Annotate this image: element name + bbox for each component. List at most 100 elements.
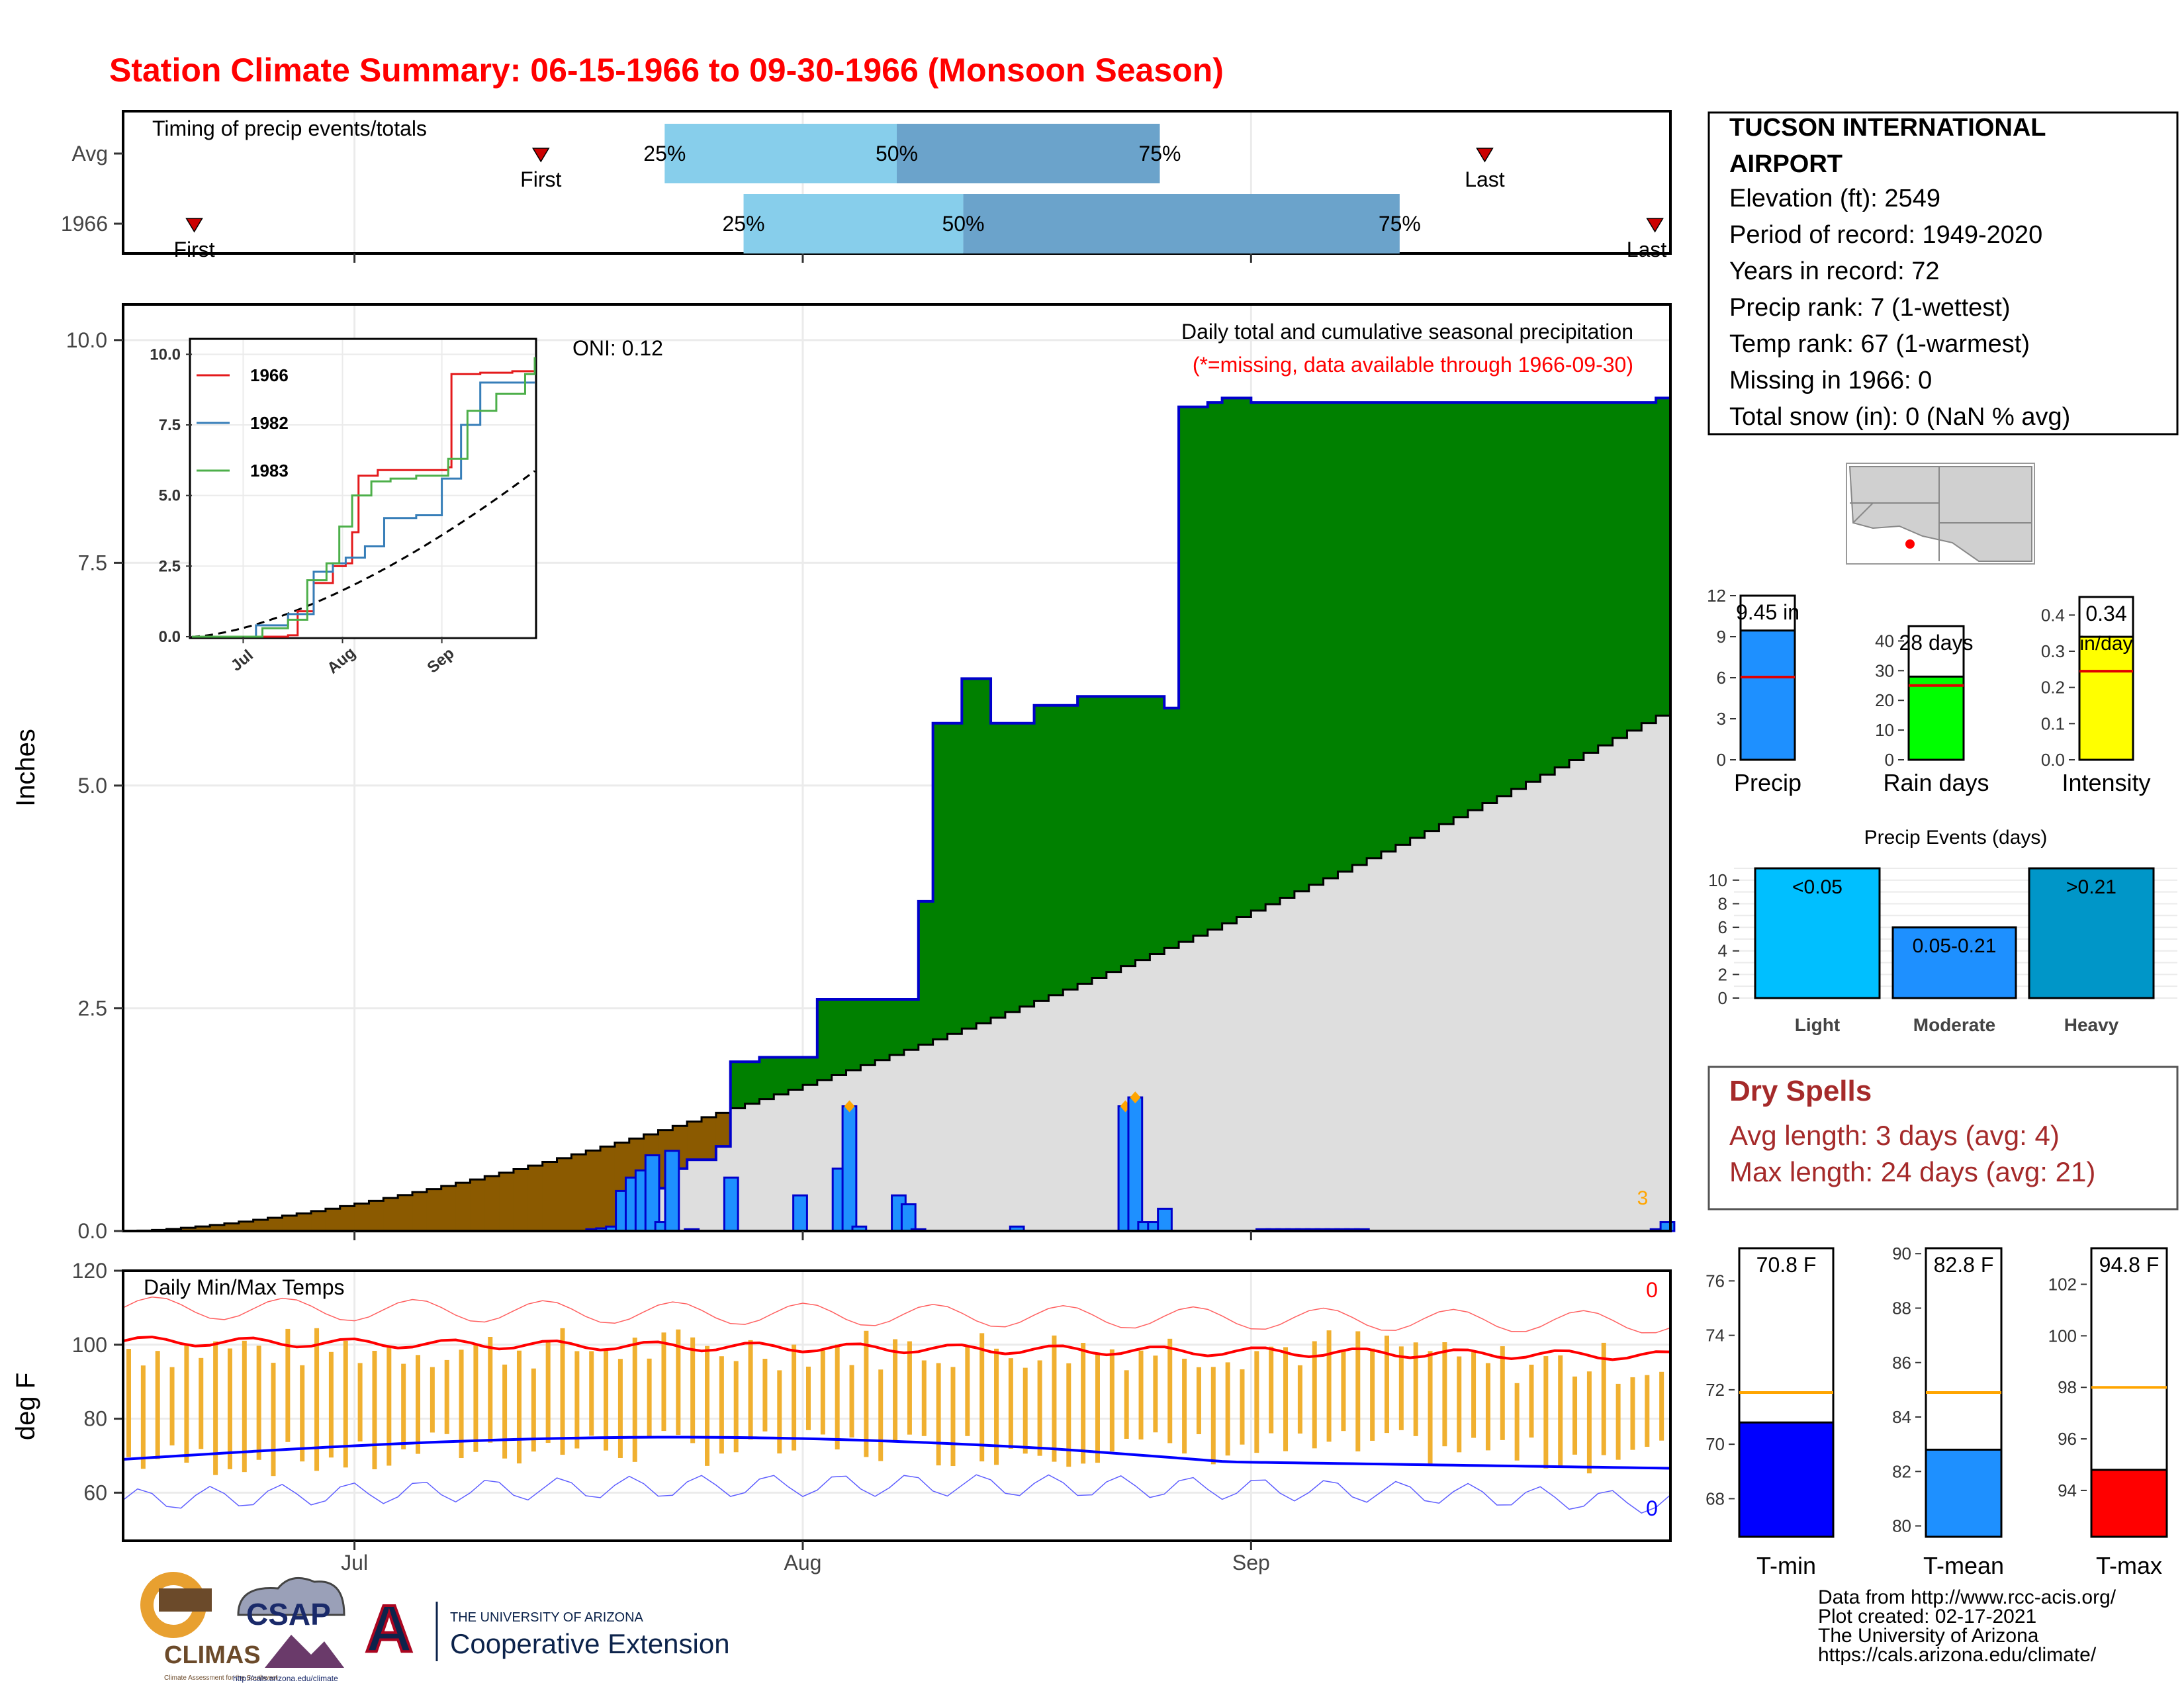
daily-temp-bar [864, 1330, 869, 1457]
above-normal-area [1482, 402, 1498, 803]
above-normal-area [1063, 705, 1078, 990]
daily-temp-bar [907, 1341, 912, 1435]
daily-temp-bar [1254, 1351, 1259, 1453]
below-normal-area [499, 1172, 514, 1231]
footer-credits: Data from http://www.rcc-acis.org/ Plot … [1818, 1586, 2116, 1666]
events-category-label: Light [1795, 1015, 1840, 1035]
precip-events-chart: Precip Events (days) <0.05 Light 0.05-0.21 M… [1708, 827, 2177, 1035]
daily-temp-bar [1023, 1367, 1028, 1454]
daily-temp-bar [893, 1339, 898, 1441]
daily-temp-bar [1066, 1363, 1071, 1467]
below-normal-area [210, 1224, 225, 1231]
summary-ytick-label: 0.3 [2041, 641, 2065, 661]
daily-temp-bar [835, 1344, 840, 1450]
inset-series-1966 [192, 359, 536, 638]
daily-temp-bar [1384, 1336, 1389, 1434]
daily-temp-bar [1052, 1335, 1057, 1462]
precip-ytick-label: 0.0 [78, 1219, 107, 1243]
daily-temp-bar [589, 1351, 594, 1436]
temp-summary-ytick-label: 96 [2058, 1429, 2077, 1449]
events-title: Precip Events (days) [1864, 827, 2048, 848]
precip-ytick-label: 7.5 [78, 551, 107, 574]
record-high-line [122, 1297, 1671, 1334]
timing-bar-25-50 [743, 194, 964, 253]
below-normal-area [513, 1169, 529, 1231]
daily-temp-bar [792, 1344, 797, 1451]
temp-summary-ytick-label: 70 [1706, 1434, 1725, 1454]
below-normal-area [340, 1206, 355, 1231]
above-normal-area [889, 999, 905, 1056]
above-normal-area [1120, 696, 1136, 966]
inset-ytick-label: 0.0 [159, 628, 181, 646]
precip-ytick-label: 10.0 [66, 328, 107, 352]
station-info-line: Elevation (ft): 2549 [1729, 185, 1940, 212]
daily-temp-bar [328, 1351, 334, 1458]
dry-spells-max: Max length: 24 days (avg: 21) [1729, 1156, 2095, 1187]
daily-temp-bar [849, 1365, 854, 1438]
daily-temp-bar [502, 1364, 508, 1459]
inset-ytick-label: 10.0 [150, 345, 181, 363]
climas-logo: CLIMAS Climate Assessment for the Southw… [140, 1572, 277, 1682]
above-normal-area [1280, 402, 1295, 898]
daily-temp-bar [1081, 1343, 1086, 1464]
above-normal-area [788, 1057, 803, 1090]
below-normal-area [426, 1189, 442, 1231]
timing-marker-triangle [185, 218, 203, 233]
daily-temp-bar [1269, 1346, 1274, 1434]
daily-temp-bar [1630, 1377, 1635, 1450]
daily-temp-bar [459, 1349, 464, 1459]
above-normal-area [947, 723, 962, 1034]
daily-temp-bar [1370, 1348, 1375, 1441]
station-name-line1: TUCSON INTERNATIONAL [1729, 114, 2046, 142]
above-normal-area [1323, 402, 1339, 878]
timing-p25-label: 25% [723, 212, 765, 236]
station-info-line: Missing in 1966: 0 [1729, 367, 1932, 394]
summary-ytick-label: 0.2 [2041, 678, 2065, 698]
timing-title: Timing of precip events/totals [152, 116, 427, 140]
normal-cumulative-area [123, 708, 1670, 1231]
csap-logo-text: CSAP [246, 1597, 331, 1631]
daily-temp-bar [155, 1351, 160, 1459]
footer-line-4: https://cals.arizona.edu/climate/ [1818, 1644, 2097, 1666]
daily-temp-bar [1543, 1356, 1549, 1469]
oni-label: ONI: 0.12 [572, 336, 663, 360]
above-normal-area [1381, 402, 1396, 852]
ua-cooperative-extension-logo: A THE UNIVERSITY OF ARIZONA Cooperative … [363, 1590, 730, 1667]
climas-logo-text: CLIMAS [164, 1641, 261, 1669]
timing-last-label: Last [1465, 167, 1505, 191]
timing-row-label: Avg [71, 142, 108, 165]
events-category-label: Moderate [1913, 1015, 1995, 1035]
above-normal-area [933, 723, 948, 1040]
daily-temp-bar [126, 1349, 131, 1457]
daily-temp-bar [979, 1333, 985, 1462]
below-normal-area [441, 1185, 457, 1231]
temp-summary-ytick-label: 76 [1706, 1271, 1725, 1291]
below-normal-area [267, 1217, 283, 1231]
station-info-line: Years in record: 72 [1729, 257, 1940, 285]
month-label: Aug [784, 1551, 822, 1575]
timing-marker-triangle [1646, 218, 1664, 233]
record-low-count: 0 [1646, 1496, 1658, 1520]
daily-temp-bar [1601, 1342, 1606, 1455]
below-normal-area [715, 1113, 731, 1147]
below-normal-area [253, 1219, 269, 1231]
above-normal-area [730, 1062, 746, 1109]
daily-temp-bar [545, 1340, 551, 1443]
below-normal-area [354, 1203, 370, 1231]
daily-temp-bar [531, 1368, 536, 1452]
daily-temp-bar [604, 1350, 609, 1451]
above-normal-area [1308, 402, 1324, 885]
temp-summary-ytick-label: 88 [1892, 1298, 1911, 1318]
temp-summary-ytick-label: 100 [2048, 1326, 2077, 1346]
events-category-label: Heavy [2064, 1015, 2119, 1035]
csap-logo: CSAP http://cals.arizona.edu/climate [233, 1577, 345, 1683]
above-normal-area [1338, 402, 1353, 872]
summary-bar-Precip [1739, 629, 1796, 761]
station-location-dot [1905, 539, 1915, 549]
daily-temp-bar [733, 1361, 739, 1453]
above-normal-area [1222, 398, 1238, 924]
above-normal-area [1641, 402, 1657, 723]
summary-category-label: Intensity [2062, 769, 2150, 796]
footer-line-2: Plot created: 02-17-2021 [1818, 1606, 2036, 1627]
